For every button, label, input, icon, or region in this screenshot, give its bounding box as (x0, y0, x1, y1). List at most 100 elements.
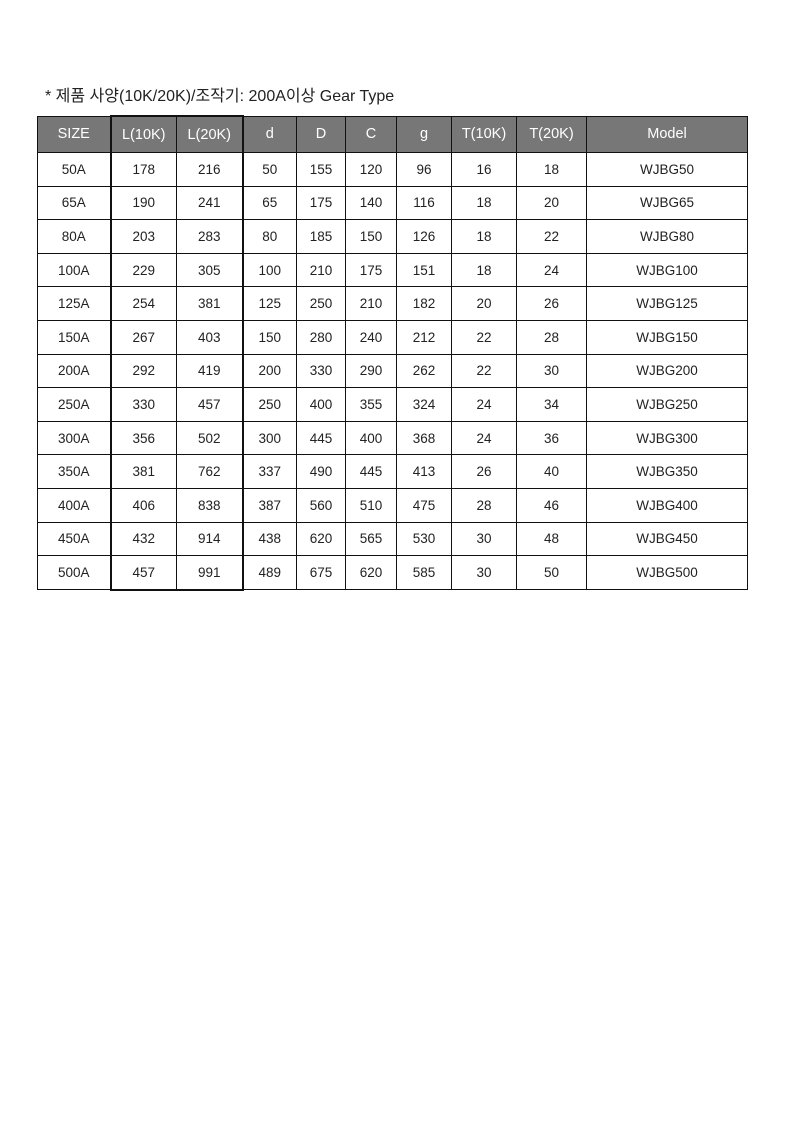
column-header: SIZE (37, 115, 111, 153)
table-cell: 100 (242, 252, 297, 288)
table-cell: WJBG150 (586, 319, 748, 355)
table-cell: 150 (242, 319, 297, 355)
table-row: 450A 432 914 438 620 565 530 30 48 WJBG450 (37, 521, 748, 557)
table-cell: 28 (451, 487, 517, 523)
table-cell: 20 (451, 286, 517, 321)
table-cell: 50 (516, 555, 587, 591)
table-cell: 20 (516, 185, 587, 221)
table-cell: 24 (451, 387, 517, 422)
table-cell: 22 (451, 353, 517, 389)
table-cell: 510 (345, 487, 397, 523)
table-row: 150A 267 403 150 280 240 212 22 28 WJBG150 (37, 319, 748, 355)
table-cell: 26 (451, 454, 517, 489)
table-cell: 65A (37, 185, 111, 221)
column-header: T(10K) (451, 115, 517, 153)
table-cell: 175 (296, 185, 346, 221)
table-cell: 250 (242, 387, 297, 422)
table-cell: WJBG350 (586, 454, 748, 489)
table-cell: 330 (296, 353, 346, 389)
table-cell: 28 (516, 319, 587, 355)
table-cell: 100A (37, 252, 111, 288)
page-title: * 제품 사양(10K/20K)/조작기: 200A이상 Gear Type (45, 88, 395, 105)
table-cell: 400 (345, 420, 397, 456)
table-cell: 50A (37, 152, 111, 187)
table-cell: 914 (176, 521, 244, 557)
table-cell: 355 (345, 387, 397, 422)
table-cell: 438 (242, 521, 297, 557)
table-cell: 838 (176, 487, 244, 523)
column-header: g (396, 115, 452, 153)
table-cell: 406 (109, 487, 177, 523)
table-cell: 36 (516, 420, 587, 456)
table-cell: 381 (176, 286, 244, 321)
table-cell: WJBG100 (586, 252, 748, 288)
table-cell: 280 (296, 319, 346, 355)
table-row: 125A 254 381 125 250 210 182 20 26 WJBG125 (37, 286, 748, 321)
table-row: 65A 190 241 65 175 140 116 18 20 WJBG65 (37, 185, 748, 221)
table-cell: 560 (296, 487, 346, 523)
table-cell: 240 (345, 319, 397, 355)
table-cell: 80A (37, 219, 111, 254)
table-cell: 450A (37, 521, 111, 557)
table-cell: 368 (396, 420, 452, 456)
table-cell: WJBG65 (586, 185, 748, 221)
table-cell: 400A (37, 487, 111, 523)
table-row: 200A 292 419 200 330 290 262 22 30 WJBG200 (37, 353, 748, 389)
table-cell: 126 (396, 219, 452, 254)
table-cell: 80 (242, 219, 297, 254)
table-cell: 30 (451, 521, 517, 557)
table-cell: 267 (109, 319, 177, 355)
table-cell: 762 (176, 454, 244, 489)
table-cell: 475 (396, 487, 452, 523)
table-cell: 381 (109, 454, 177, 489)
table-cell: 387 (242, 487, 297, 523)
table-cell: 565 (345, 521, 397, 557)
table-cell: 96 (396, 152, 452, 187)
table-cell: 151 (396, 252, 452, 288)
table-cell: 24 (516, 252, 587, 288)
table-cell: 489 (242, 555, 297, 591)
table-cell: 445 (345, 454, 397, 489)
table-cell: 457 (109, 555, 177, 591)
table-row: 350A 381 762 337 490 445 413 26 40 WJBG350 (37, 454, 748, 489)
table-cell: 400 (296, 387, 346, 422)
table-cell: 18 (451, 219, 517, 254)
table-cell: 216 (176, 152, 244, 187)
table-cell: 18 (451, 252, 517, 288)
table-cell: 250 (296, 286, 346, 321)
column-header: C (345, 115, 397, 153)
table-cell: 991 (176, 555, 244, 591)
table-row: 250A 330 457 250 400 355 324 24 34 WJBG250 (37, 387, 748, 422)
table-cell: WJBG450 (586, 521, 748, 557)
table-cell: 178 (109, 152, 177, 187)
table-cell: 241 (176, 185, 244, 221)
table-row: 50A 178 216 50 155 120 96 16 18 WJBG50 (37, 152, 748, 187)
table-cell: 337 (242, 454, 297, 489)
table-cell: 300 (242, 420, 297, 456)
table-row: 80A 203 283 80 185 150 126 18 22 WJBG80 (37, 219, 748, 254)
table-cell: 585 (396, 555, 452, 591)
table-cell: WJBG300 (586, 420, 748, 456)
table-cell: 356 (109, 420, 177, 456)
table-cell: 620 (345, 555, 397, 591)
table-cell: 50 (242, 152, 297, 187)
table-cell: 200A (37, 353, 111, 389)
table-cell: 140 (345, 185, 397, 221)
table-cell: WJBG400 (586, 487, 748, 523)
table-cell: WJBG200 (586, 353, 748, 389)
table-cell: 18 (516, 152, 587, 187)
table-cell: 30 (451, 555, 517, 591)
table-cell: 120 (345, 152, 397, 187)
table-cell: 432 (109, 521, 177, 557)
table-cell: 26 (516, 286, 587, 321)
table-cell: 40 (516, 454, 587, 489)
table-cell: 457 (176, 387, 244, 422)
table-cell: 445 (296, 420, 346, 456)
table-cell: 203 (109, 219, 177, 254)
table-cell: 305 (176, 252, 244, 288)
table-cell: 18 (451, 185, 517, 221)
table-cell: 46 (516, 487, 587, 523)
table-cell: 30 (516, 353, 587, 389)
table-cell: 200 (242, 353, 297, 389)
